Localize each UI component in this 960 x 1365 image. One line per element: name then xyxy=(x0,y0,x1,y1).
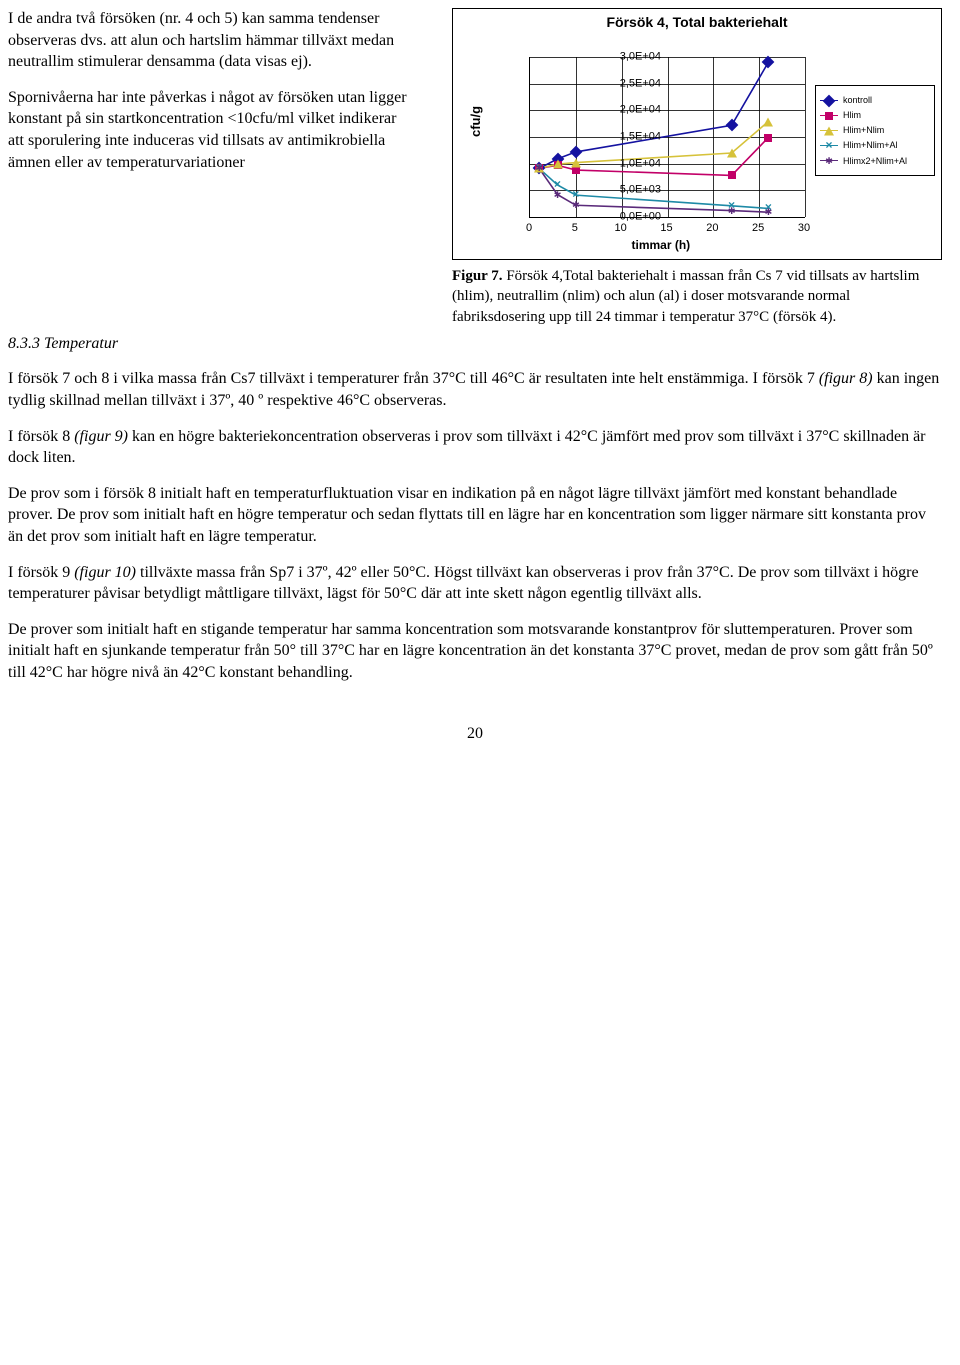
x-tick: 30 xyxy=(798,221,810,236)
body-paragraph-4: I försök 9 (figur 10) tillväxte massa fr… xyxy=(8,562,942,605)
chart-xlabel: timmar (h) xyxy=(632,237,691,253)
x-tick: 0 xyxy=(526,221,532,236)
legend-item: Hlim+Nlim xyxy=(820,124,930,136)
chart-title: Försök 4, Total bakteriehalt xyxy=(453,13,941,32)
chart-legend: kontroll Hlim Hlim+Nlim ×Hlim+Nlim+Al ✱Hlimx… xyxy=(815,85,935,176)
y-tick: 3,0E+04 xyxy=(620,50,661,65)
chart-figure-7: Försök 4, Total bakteriehalt ×××××✱✱✱✱✱ … xyxy=(452,8,942,260)
body-paragraph-2: I försök 8 (figur 9) kan en högre bakter… xyxy=(8,426,942,469)
x-tick: 15 xyxy=(660,221,672,236)
y-tick: 2,5E+04 xyxy=(620,76,661,91)
body-paragraph-1: I försök 7 och 8 i vilka massa från Cs7 … xyxy=(8,368,942,411)
y-tick: 5,0E+03 xyxy=(620,183,661,198)
figure-7-caption-body: Försök 4,Total bakteriehalt i massan frå… xyxy=(452,268,919,325)
page-number: 20 xyxy=(8,723,942,745)
body-paragraph-3: De prov som i försök 8 initialt haft en … xyxy=(8,483,942,548)
legend-item: ×Hlim+Nlim+Al xyxy=(820,139,930,151)
x-tick: 10 xyxy=(615,221,627,236)
y-tick: 1,5E+04 xyxy=(620,130,661,145)
x-tick: 25 xyxy=(752,221,764,236)
intro-paragraph-1: I de andra två försöken (nr. 4 och 5) ka… xyxy=(8,8,413,73)
y-tick: 1,0E+04 xyxy=(620,156,661,171)
y-tick: 2,0E+04 xyxy=(620,103,661,118)
x-tick: 20 xyxy=(706,221,718,236)
legend-item: ✱Hlimx2+Nlim+Al xyxy=(820,155,930,167)
figure-7-caption-lead: Figur 7. xyxy=(452,268,503,284)
x-tick: 5 xyxy=(572,221,578,236)
chart-ylabel: cfu/g xyxy=(467,106,485,137)
section-heading-8-3-3: 8.3.3 Temperatur xyxy=(8,333,942,355)
legend-item: kontroll xyxy=(820,94,930,106)
intro-paragraph-2: Spornivåerna har inte påverkas i något a… xyxy=(8,87,413,173)
body-paragraph-5: De prover som initialt haft en stigande … xyxy=(8,619,942,684)
legend-item: Hlim xyxy=(820,109,930,121)
figure-7-caption: Figur 7. Försök 4,Total bakteriehalt i m… xyxy=(452,266,942,327)
